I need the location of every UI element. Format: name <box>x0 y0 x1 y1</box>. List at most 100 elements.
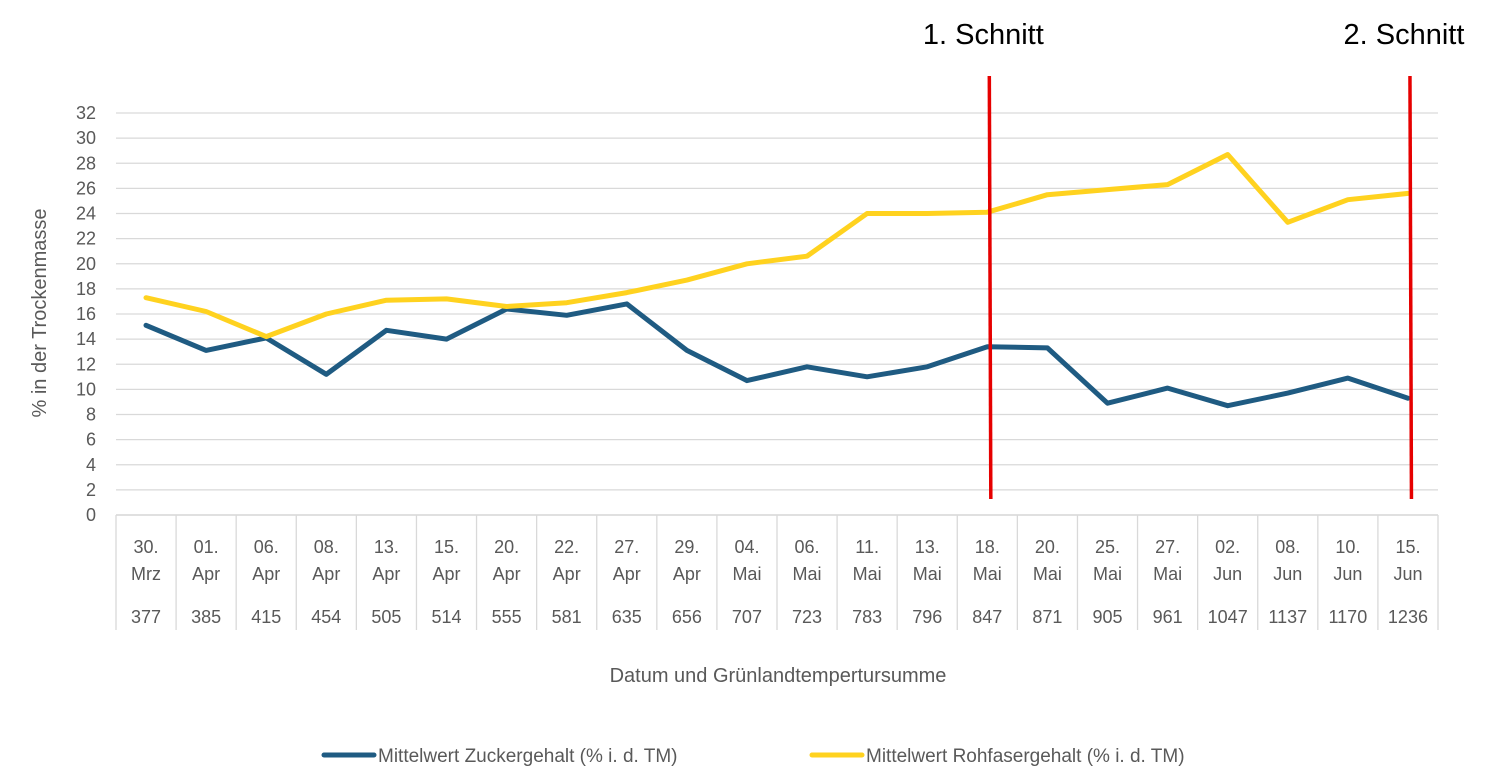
x-category-day: 29. <box>674 537 699 557</box>
x-category-month: Jun <box>1273 564 1302 584</box>
x-category-temperature-sum: 415 <box>251 607 281 627</box>
x-category-month: Apr <box>312 564 340 584</box>
x-category-day: 27. <box>1155 537 1180 557</box>
x-category-day: 18. <box>975 537 1000 557</box>
x-category-day: 13. <box>374 537 399 557</box>
x-category-temperature-sum: 555 <box>492 607 522 627</box>
x-category-temperature-sum: 961 <box>1153 607 1183 627</box>
x-category-day: 15. <box>434 537 459 557</box>
x-category-day: 25. <box>1095 537 1120 557</box>
x-category-temperature-sum: 1137 <box>1268 607 1307 627</box>
y-tick-label: 6 <box>86 430 96 450</box>
x-category-month: Mai <box>1093 564 1122 584</box>
y-tick-label: 8 <box>86 405 96 425</box>
cut-marker-label: 1. Schnitt <box>923 19 1044 51</box>
series-line-0 <box>143 301 1411 409</box>
x-category-temperature-sum: 905 <box>1092 607 1122 627</box>
y-tick-label: 14 <box>76 329 96 349</box>
x-category-month: Mrz <box>131 564 161 584</box>
y-tick-label: 20 <box>76 254 96 274</box>
y-tick-label: 28 <box>76 153 96 173</box>
x-category-month: Mai <box>793 564 822 584</box>
series-line-1 <box>143 152 1411 340</box>
legend-label: Mittelwert Zuckergehalt (% i. d. TM) <box>378 746 678 767</box>
x-category-month: Apr <box>613 564 641 584</box>
x-category-month: Apr <box>192 564 220 584</box>
x-category-temperature-sum: 635 <box>612 607 642 627</box>
y-tick-label: 26 <box>76 178 96 198</box>
x-category-day: 15. <box>1395 537 1420 557</box>
x-category-temperature-sum: 581 <box>552 607 582 627</box>
x-category-temperature-sum: 723 <box>792 607 822 627</box>
x-category-temperature-sum: 1170 <box>1329 607 1368 627</box>
y-tick-label: 0 <box>86 505 96 525</box>
x-category-temperature-sum: 514 <box>431 607 461 627</box>
x-category-month: Mai <box>1033 564 1062 584</box>
x-category-temperature-sum: 707 <box>732 607 762 627</box>
x-category-temperature-sum: 1236 <box>1388 607 1428 627</box>
x-category-day: 02. <box>1215 537 1240 557</box>
y-tick-label: 18 <box>76 279 96 299</box>
x-category-day: 01. <box>194 537 219 557</box>
x-category-month: Mai <box>973 564 1002 584</box>
cut-marker-label: 2. Schnitt <box>1344 19 1465 51</box>
y-tick-label: 30 <box>76 128 96 148</box>
y-tick-label: 2 <box>86 480 96 500</box>
cut-markers: 1. Schnitt 2. Schnitt <box>923 19 1465 500</box>
y-tick-label: 32 <box>76 103 96 123</box>
x-category-temperature-sum: 385 <box>191 607 221 627</box>
x-category-month: Jun <box>1333 564 1362 584</box>
x-category-day: 20. <box>494 537 519 557</box>
series-lines <box>143 152 1411 409</box>
y-tick-label: 10 <box>76 379 96 399</box>
x-category-day: 08. <box>1275 537 1300 557</box>
x-category-temperature-sum: 1047 <box>1208 607 1248 627</box>
y-tick-label: 24 <box>76 204 96 224</box>
x-category-temperature-sum: 783 <box>852 607 882 627</box>
x-category-day: 06. <box>254 537 279 557</box>
x-category-day: 20. <box>1035 537 1060 557</box>
x-category-day: 30. <box>134 537 159 557</box>
gridlines <box>116 112 1438 516</box>
cut-marker-line <box>1408 75 1414 500</box>
x-category-month: Mai <box>913 564 942 584</box>
x-category-day: 27. <box>614 537 639 557</box>
cut-marker-line <box>987 75 993 500</box>
x-category-temperature-sum: 505 <box>371 607 401 627</box>
x-category-day: 04. <box>734 537 759 557</box>
x-category-temperature-sum: 656 <box>672 607 702 627</box>
x-category-month: Mai <box>853 564 882 584</box>
x-category-temperature-sum: 454 <box>311 607 341 627</box>
y-tick-label: 16 <box>76 304 96 324</box>
y-tick-label: 12 <box>76 354 96 374</box>
x-category-day: 11. <box>855 537 879 557</box>
x-category-month: Apr <box>493 564 521 584</box>
x-category-day: 22. <box>554 537 579 557</box>
y-axis-title: % in der Trockenmasse <box>29 209 51 418</box>
x-axis: 30. Mrz 377 01. Apr 385 06. Apr 415 08. Apr 454 13. A… <box>115 514 1439 630</box>
x-category-temperature-sum: 796 <box>912 607 942 627</box>
x-category-month: Mai <box>1153 564 1182 584</box>
legend-label: Mittelwert Rohfasergehalt (% i. d. TM) <box>866 746 1185 767</box>
x-category-day: 10. <box>1335 537 1360 557</box>
legend: Mittelwert Zuckergehalt (% i. d. TM) Mitt… <box>321 746 1185 767</box>
x-category-day: 06. <box>795 537 820 557</box>
y-tick-label: 4 <box>86 455 96 475</box>
x-category-month: Jun <box>1213 564 1242 584</box>
x-category-temperature-sum: 847 <box>972 607 1002 627</box>
x-category-day: 13. <box>915 537 940 557</box>
x-category-temperature-sum: 871 <box>1032 607 1062 627</box>
x-category-month: Apr <box>673 564 701 584</box>
x-category-month: Apr <box>553 564 581 584</box>
x-category-month: Apr <box>252 564 280 584</box>
x-category-month: Jun <box>1393 564 1422 584</box>
y-tick-label: 22 <box>76 229 96 249</box>
x-category-month: Apr <box>372 564 400 584</box>
x-category-month: Apr <box>432 564 460 584</box>
x-axis-title: Datum und Grünlandtempertursumme <box>610 665 947 687</box>
x-category-temperature-sum: 377 <box>131 607 161 627</box>
x-category-day: 08. <box>314 537 339 557</box>
x-category-month: Mai <box>732 564 761 584</box>
